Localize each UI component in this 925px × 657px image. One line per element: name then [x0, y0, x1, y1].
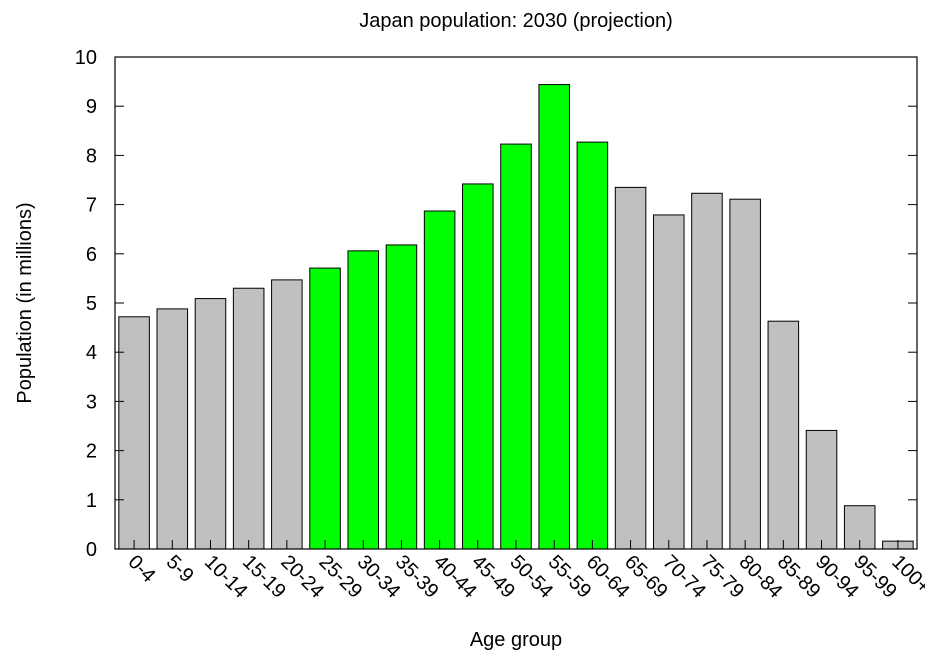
bar-5-9: [156, 308, 189, 550]
bar-70-74: [652, 214, 685, 550]
bar-90-94: [805, 429, 838, 550]
x-tick-label-35-39: 35-39: [391, 551, 443, 603]
x-tick-label-55-59: 55-59: [544, 551, 596, 603]
y-tick-label: 3: [86, 391, 97, 413]
bar-80-84: [729, 198, 761, 550]
x-tick-label-50-54: 50-54: [505, 551, 557, 603]
y-axis-ticks: 0 1 2 3 4 5 6 7 8 9 10: [75, 47, 917, 561]
y-tick-label: 6: [86, 244, 97, 266]
x-tick-label-0-4: 0-4: [124, 551, 160, 587]
x-tick-label-95-99: 95-99: [849, 551, 901, 603]
x-tick-label-40-44: 40-44: [429, 551, 481, 603]
y-tick-label: 2: [86, 441, 97, 463]
y-axis-label: Population (in millions): [14, 202, 36, 403]
bar-20-24: [271, 279, 303, 550]
x-tick-label-5-9: 5-9: [162, 551, 198, 587]
bar-35-39: [385, 244, 418, 550]
y-tick-label: 4: [86, 342, 97, 364]
x-tick-label-90-94: 90-94: [811, 551, 863, 603]
x-tick-label-45-49: 45-49: [467, 551, 519, 603]
y-tick-label: 0: [86, 539, 97, 561]
x-tick-label-15-19: 15-19: [238, 551, 290, 603]
chart-title: Japan population: 2030 (projection): [359, 10, 673, 32]
y-tick-label: 10: [75, 47, 97, 69]
y-tick-label: 1: [86, 490, 97, 512]
bar-0-4: [118, 316, 150, 550]
y-tick-label: 8: [86, 145, 97, 167]
bar-25-29: [309, 267, 341, 550]
y-tick-label: 7: [86, 195, 97, 217]
x-axis-label: Age group: [470, 629, 562, 651]
bar-50-54: [500, 143, 532, 550]
bar-15-19: [232, 287, 265, 550]
bar-30-34: [347, 250, 380, 550]
bar-10-14: [194, 298, 227, 550]
bar-60-64: [576, 141, 609, 550]
x-tick-label-75-79: 75-79: [696, 551, 748, 603]
bar-55-59: [538, 84, 570, 550]
x-tick-label-85-89: 85-89: [773, 551, 825, 603]
x-tick-label-30-34: 30-34: [353, 551, 405, 603]
x-tick-label-20-24: 20-24: [276, 551, 328, 603]
bar-75-79: [691, 192, 723, 550]
bar-45-49: [462, 183, 494, 550]
bar-40-44: [423, 210, 456, 550]
x-tick-label-10-14: 10-14: [200, 551, 252, 603]
y-tick-label: 9: [86, 96, 97, 118]
x-tick-label-25-29: 25-29: [315, 551, 367, 603]
plot-frame: [114, 56, 918, 550]
x-tick-label-80-84: 80-84: [735, 551, 787, 603]
x-tick-label-70-74: 70-74: [658, 551, 710, 603]
y-tick-label: 5: [86, 293, 97, 315]
bars-group: [118, 84, 914, 550]
bar-85-89: [767, 320, 800, 550]
x-tick-label-65-69: 65-69: [620, 551, 672, 603]
bar-65-69: [614, 186, 647, 550]
x-tick-label-60-64: 60-64: [582, 551, 634, 603]
